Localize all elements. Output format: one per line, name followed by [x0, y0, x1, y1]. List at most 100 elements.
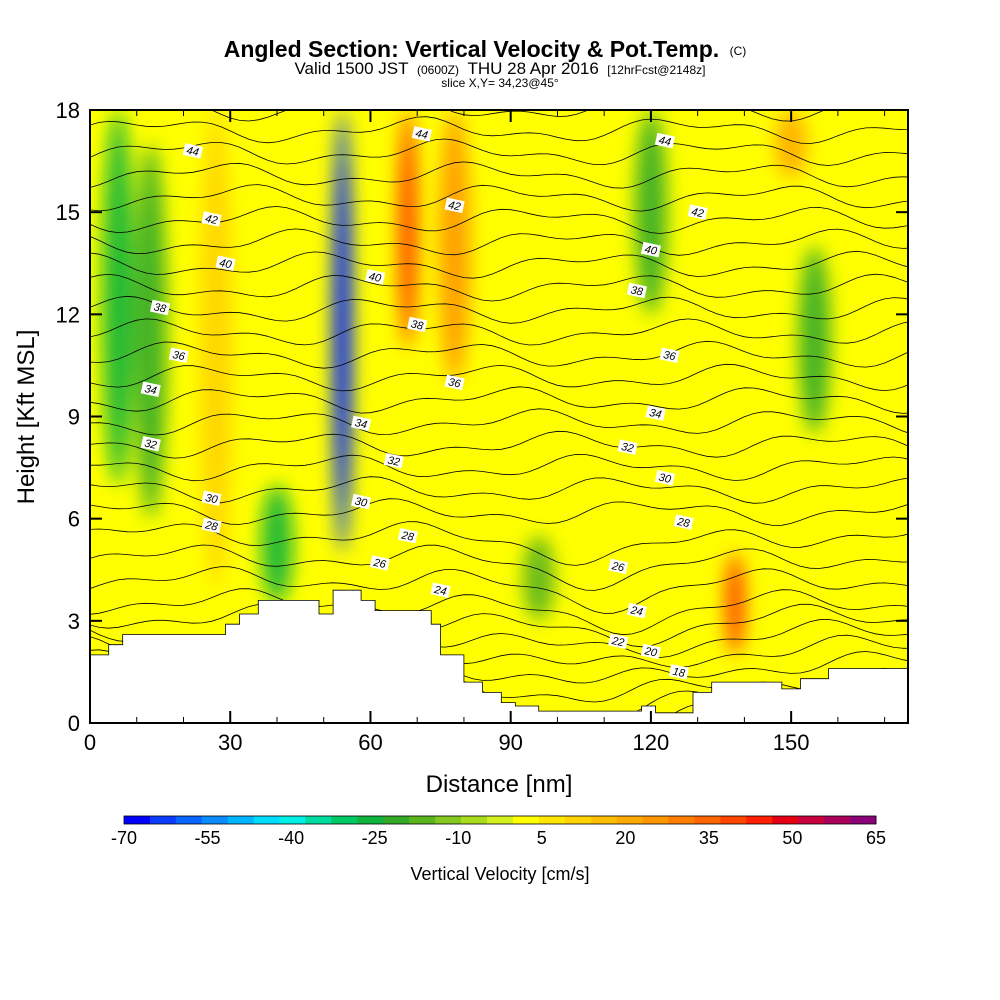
colorbar-swatch — [798, 816, 825, 824]
theta-label-28: 28 — [673, 514, 694, 531]
theta-label-24: 24 — [430, 582, 451, 598]
theta-contour-46 — [210, 110, 826, 122]
velocity-field — [102, 110, 831, 655]
y-tick-label: 0 — [68, 711, 80, 736]
theta-contour-39 — [90, 250, 908, 279]
theta-label-38: 38 — [150, 299, 171, 316]
colorbar-tick-label: -25 — [362, 828, 388, 848]
theta-label-text: 30 — [354, 495, 369, 509]
theta-label-bg — [668, 664, 690, 680]
theta-label-text: 38 — [410, 318, 425, 332]
colorbar-swatch — [357, 816, 384, 824]
theta-label-text: 38 — [629, 284, 644, 298]
colorbar-tick-label: -70 — [111, 828, 137, 848]
theta-label-text: 44 — [414, 128, 428, 142]
velocity-cell-11 — [775, 110, 808, 179]
theta-label-bg — [659, 347, 680, 363]
theta-label-text: 42 — [204, 213, 218, 227]
x-axis: 0 30 60 90 120 150 — [84, 110, 886, 755]
theta-contour-32 — [90, 408, 908, 436]
colorbar-tick-label: 50 — [782, 828, 802, 848]
theta-contour-45 — [90, 116, 908, 145]
velocity-cell-9 — [798, 246, 831, 434]
theta-contour-33 — [90, 386, 908, 414]
chart-title: Angled Section: Vertical Velocity & Pot.… — [224, 36, 747, 62]
theta-label-28: 28 — [397, 527, 418, 544]
colorbar-swatch — [149, 816, 177, 824]
theta-label-bg — [351, 493, 372, 510]
colorbar-swatch — [331, 816, 358, 824]
colorbar-swatch — [487, 816, 514, 824]
theta-label-text: 24 — [628, 604, 643, 618]
velocity-cell-2 — [200, 110, 233, 587]
theta-label-bg — [654, 132, 675, 149]
theta-label-44: 44 — [411, 126, 432, 142]
theta-contour-40 — [90, 228, 908, 256]
colorbar-tick-label: -55 — [195, 828, 221, 848]
y-tick-label: 15 — [56, 200, 80, 225]
theta-label-bg — [168, 347, 189, 363]
velocity-core-5 — [402, 137, 414, 321]
theta-label-30: 30 — [351, 493, 372, 510]
theta-contour-27 — [90, 521, 908, 566]
theta-label-18: 18 — [668, 664, 690, 680]
theta-contour-42 — [90, 184, 908, 212]
theta-label-text: 40 — [368, 271, 383, 285]
theta-label-bg — [201, 490, 222, 506]
y-tick-label: 3 — [68, 609, 80, 634]
colorbar-tick-label: -40 — [278, 828, 304, 848]
y-axis-label: Height [Kft MSL] — [13, 330, 40, 505]
terrain-outline — [90, 589, 908, 714]
theta-label-text: 32 — [143, 438, 157, 452]
theta-label-24: 24 — [626, 602, 647, 619]
theta-label-text: 36 — [662, 349, 677, 363]
theta-label-text: 28 — [203, 519, 219, 534]
theta-label-text: 28 — [675, 516, 691, 531]
theta-label-text: 32 — [620, 441, 634, 455]
theta-label-36: 36 — [444, 374, 465, 391]
colorbar-swatch — [253, 816, 281, 824]
theta-label-text: 30 — [204, 492, 219, 506]
colorbar-swatch — [305, 816, 332, 824]
theta-contour-44 — [90, 138, 908, 166]
colorbar-swatch — [590, 816, 618, 824]
y-tick-label: 6 — [68, 507, 80, 532]
theta-label-40: 40 — [215, 255, 236, 272]
theta-label-bg — [617, 439, 638, 455]
velocity-cell-6 — [438, 110, 471, 383]
x-axis-label: Distance [nm] — [426, 771, 573, 798]
theta-label-text: 36 — [171, 349, 186, 363]
theta-label-bg — [351, 415, 372, 432]
theta-label-22: 22 — [608, 633, 629, 649]
theta-label-30: 30 — [654, 470, 675, 486]
theta-label-text: 34 — [143, 383, 157, 397]
theta-label-bg — [687, 204, 708, 220]
theta-label-38: 38 — [407, 316, 428, 333]
theta-contour-31 — [90, 430, 908, 459]
theta-label-38: 38 — [626, 282, 647, 299]
slice-info: slice X,Y= 34,23@45° — [441, 76, 559, 90]
theta-label-bg — [411, 126, 432, 142]
colorbar-swatch — [409, 816, 436, 824]
theta-contour-30 — [90, 453, 908, 482]
plot-area: 18 20 22 24 24 26 26 28 28 28 30 30 30 32 32 32 34 34 34 36… — [90, 110, 908, 723]
colorbar-swatch — [512, 816, 540, 824]
theta-label-bg — [640, 241, 661, 258]
colorbar-swatch — [435, 816, 462, 824]
colorbar-tick-label: 5 — [537, 828, 547, 848]
theta-label-bg — [444, 197, 465, 214]
theta-label-text: 44 — [185, 145, 199, 159]
theta-contour-34 — [90, 363, 908, 392]
theta-label-text: 20 — [642, 645, 658, 660]
colorbar-swatch — [772, 816, 799, 824]
theta-label-text: 30 — [657, 472, 672, 486]
theta-label-bg — [140, 381, 161, 397]
theta-contour-41 — [90, 206, 908, 234]
theta-label-text: 32 — [386, 455, 400, 469]
colorbar-swatch — [564, 816, 592, 824]
theta-label-36: 36 — [168, 347, 189, 364]
theta-label-text: 34 — [354, 417, 368, 431]
theta-contour-29 — [90, 476, 908, 504]
colorbar-swatch — [538, 816, 566, 824]
colorbar-tick-label: 35 — [699, 828, 719, 848]
